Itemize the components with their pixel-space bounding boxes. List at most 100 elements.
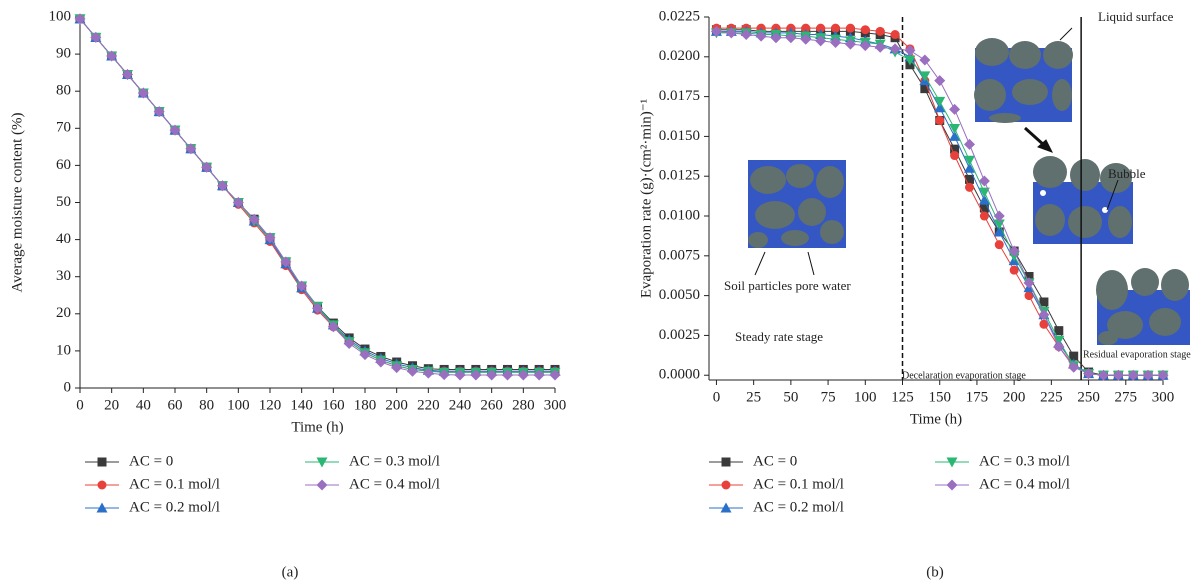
legend-label: AC = 0.2 mol/l: [129, 499, 220, 515]
series-line: [79, 18, 555, 370]
series-line: [79, 18, 555, 373]
marker: [1039, 319, 1049, 329]
y-tick-label: 60: [56, 157, 71, 173]
marker: [96, 502, 108, 513]
y-tick-label: 0.0150: [659, 128, 700, 144]
x-tick-label: 280: [512, 397, 535, 413]
panel-label: (b): [926, 564, 944, 580]
y-tick-label: 0.0125: [659, 168, 700, 184]
marker: [486, 369, 498, 381]
marker: [1068, 361, 1080, 373]
x-tick-label: 300: [544, 397, 567, 413]
marker: [860, 25, 870, 35]
marker: [934, 102, 946, 113]
marker: [122, 69, 133, 81]
y-tick-label: 0.0100: [659, 207, 700, 223]
marker: [946, 457, 958, 468]
y-tick-label: 90: [56, 46, 71, 62]
marker: [755, 30, 767, 42]
marker: [964, 174, 974, 184]
marker: [904, 44, 916, 56]
legend-label: AC = 0.2 mol/l: [753, 499, 844, 515]
marker: [248, 213, 260, 225]
x-tick-label: 240: [449, 397, 472, 413]
legend-label: AC = 0.4 mol/l: [979, 476, 1070, 492]
marker: [934, 96, 946, 107]
marker: [994, 240, 1004, 250]
marker: [232, 197, 244, 208]
marker: [710, 25, 722, 37]
x-tick-label: 0: [76, 397, 84, 413]
marker: [185, 143, 197, 155]
x-axis-label: Time (h): [291, 419, 343, 435]
marker: [316, 457, 328, 468]
x-tick-label: 50: [783, 389, 798, 405]
annotation: Steady rate stage: [735, 329, 823, 344]
y-tick-label: 0.0225: [659, 8, 700, 24]
marker: [993, 226, 1005, 237]
marker: [904, 55, 916, 66]
marker: [1053, 341, 1065, 353]
x-tick-label: 260: [480, 397, 503, 413]
marker: [978, 187, 990, 198]
x-tick-label: 175: [966, 389, 989, 405]
x-tick-label: 60: [168, 397, 183, 413]
y-tick-label: 0.0050: [659, 287, 700, 303]
marker: [920, 84, 930, 94]
x-tick-label: 250: [1077, 389, 1100, 405]
y-tick-label: 80: [56, 83, 71, 99]
marker: [950, 151, 960, 161]
marker: [934, 75, 946, 87]
marker: [1009, 265, 1019, 275]
marker: [816, 23, 826, 33]
marker: [859, 40, 871, 52]
marker: [153, 106, 165, 118]
x-tick-label: 150: [928, 389, 951, 405]
marker: [978, 194, 990, 205]
marker: [316, 479, 328, 491]
x-tick-label: 300: [1152, 389, 1175, 405]
marker: [438, 369, 450, 381]
marker: [830, 36, 842, 48]
marker: [979, 211, 989, 221]
marker: [201, 161, 213, 173]
marker: [533, 369, 545, 381]
marker: [407, 365, 418, 377]
marker: [950, 144, 960, 154]
marker: [470, 369, 482, 381]
x-tick-label: 275: [1115, 389, 1138, 405]
annotation: Bubble: [1108, 166, 1146, 181]
marker: [720, 502, 732, 513]
x-tick-label: 100: [227, 397, 250, 413]
marker: [1008, 245, 1020, 257]
marker: [74, 13, 86, 25]
marker: [979, 203, 989, 213]
marker: [890, 30, 900, 40]
y-tick-label: 70: [56, 120, 71, 136]
x-tick-label: 200: [1003, 389, 1026, 405]
x-tick-label: 40: [136, 397, 151, 413]
marker: [1023, 277, 1035, 289]
marker: [280, 256, 292, 268]
marker: [97, 457, 107, 467]
series-line: [79, 18, 555, 372]
marker: [963, 162, 975, 173]
marker: [1083, 368, 1095, 380]
marker: [1053, 335, 1065, 346]
y-tick-label: 0: [64, 379, 72, 395]
x-tick-label: 25: [746, 389, 761, 405]
marker: [721, 457, 731, 467]
x-tick-label: 80: [199, 397, 214, 413]
marker: [1024, 291, 1034, 301]
y-tick-label: 10: [56, 342, 71, 358]
marker: [935, 115, 945, 125]
inset-pore-water: [748, 160, 846, 248]
y-tick-label: 0.0200: [659, 48, 700, 64]
marker: [502, 369, 513, 381]
y-axis-label: Average moisture content (%): [9, 112, 25, 292]
marker: [264, 232, 276, 244]
marker: [1039, 297, 1049, 307]
x-tick-label: 20: [104, 397, 119, 413]
x-tick-label: 100: [854, 389, 877, 405]
marker: [217, 180, 228, 192]
